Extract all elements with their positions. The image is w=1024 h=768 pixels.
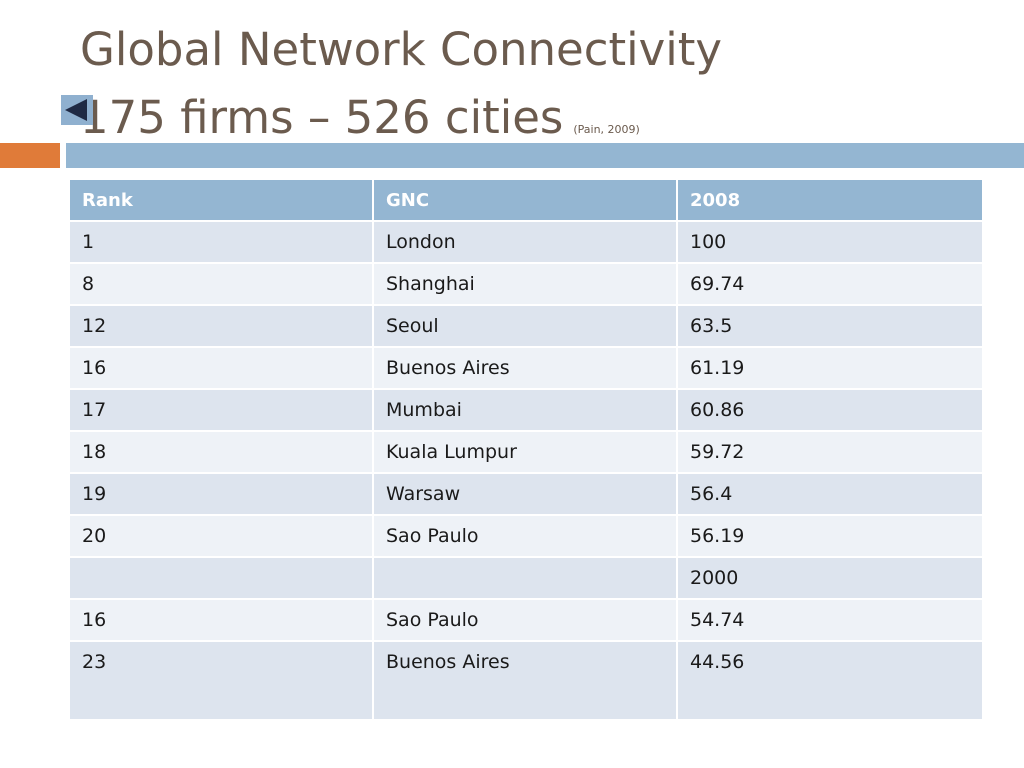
cell-score: 69.74 xyxy=(676,262,984,306)
cell-city: Seoul xyxy=(372,304,678,348)
back-button[interactable] xyxy=(61,95,93,125)
table-row: 16 Buenos Aires 61.19 xyxy=(68,346,984,390)
cell-score: 44.56 xyxy=(676,640,984,721)
ranking-table-container: Rank GNC 2008 1 London 100 8 Shanghai 69… xyxy=(68,178,984,721)
table-row: 19 Warsaw 56.4 xyxy=(68,472,984,516)
cell-score: 56.4 xyxy=(676,472,984,516)
cell-rank: 16 xyxy=(68,598,374,642)
accent-bar-blue xyxy=(66,143,1024,168)
cell-score: 61.19 xyxy=(676,346,984,390)
cell-city: Sao Paulo xyxy=(372,598,678,642)
cell-rank: 8 xyxy=(68,262,374,306)
table-row: 20 Sao Paulo 56.19 xyxy=(68,514,984,558)
table-header-row: Rank GNC 2008 xyxy=(68,178,984,222)
cell-rank: 1 xyxy=(68,220,374,264)
cell-city: Warsaw xyxy=(372,472,678,516)
slide-title: Global Network Connectivity xyxy=(80,23,723,76)
table-row: 17 Mumbai 60.86 xyxy=(68,388,984,432)
cell-rank: 17 xyxy=(68,388,374,432)
cell-city: Shanghai xyxy=(372,262,678,306)
cell-city: Buenos Aires xyxy=(372,640,678,721)
cell-rank: 23 xyxy=(68,640,374,721)
cell-rank xyxy=(68,556,374,600)
back-arrow-icon xyxy=(65,99,87,121)
table-row: 1 London 100 xyxy=(68,220,984,264)
cell-city: Mumbai xyxy=(372,388,678,432)
cell-score: 2000 xyxy=(676,556,984,600)
table-row: 2000 xyxy=(68,556,984,600)
cell-rank: 18 xyxy=(68,430,374,474)
table-row: 23 Buenos Aires 44.56 xyxy=(68,640,984,721)
accent-bar-orange xyxy=(0,143,60,168)
cell-city: Buenos Aires xyxy=(372,346,678,390)
table-row: 16 Sao Paulo 54.74 xyxy=(68,598,984,642)
cell-score: 63.5 xyxy=(676,304,984,348)
table-row: 18 Kuala Lumpur 59.72 xyxy=(68,430,984,474)
cell-rank: 16 xyxy=(68,346,374,390)
cell-score: 60.86 xyxy=(676,388,984,432)
header-year: 2008 xyxy=(676,178,984,222)
table-row: 8 Shanghai 69.74 xyxy=(68,262,984,306)
header-rank: Rank xyxy=(68,178,374,222)
cell-city xyxy=(372,556,678,600)
cell-rank: 20 xyxy=(68,514,374,558)
table-row: 12 Seoul 63.5 xyxy=(68,304,984,348)
cell-city: London xyxy=(372,220,678,264)
cell-score: 59.72 xyxy=(676,430,984,474)
citation: (Pain, 2009) xyxy=(573,123,640,136)
cell-rank: 12 xyxy=(68,304,374,348)
subtitle-text: 175 firms – 526 cities xyxy=(80,91,564,144)
cell-score: 100 xyxy=(676,220,984,264)
header-gnc: GNC xyxy=(372,178,678,222)
cell-score: 54.74 xyxy=(676,598,984,642)
cell-city: Sao Paulo xyxy=(372,514,678,558)
ranking-table: Rank GNC 2008 1 London 100 8 Shanghai 69… xyxy=(68,178,984,721)
slide-subtitle: 175 firms – 526 cities (Pain, 2009) xyxy=(80,92,640,156)
cell-city: Kuala Lumpur xyxy=(372,430,678,474)
cell-score: 56.19 xyxy=(676,514,984,558)
cell-rank: 19 xyxy=(68,472,374,516)
